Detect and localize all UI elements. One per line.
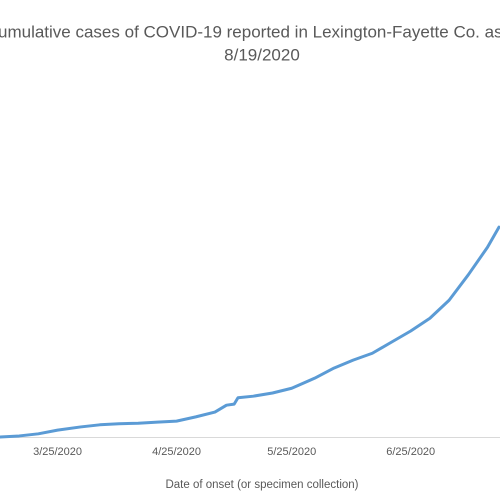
x-tick-label: 4/25/2020 [152,446,201,458]
chart-title: umulative cases of COVID-19 reported in … [0,22,500,41]
x-tick-label: 3/25/2020 [33,446,82,458]
data-line [0,225,500,439]
x-tick-label: 6/25/2020 [386,446,435,458]
x-axis-title: Date of onset (or specimen collection) [165,479,358,491]
x-tick-label: 5/25/2020 [267,446,316,458]
chart-title: 8/19/2020 [224,45,300,64]
